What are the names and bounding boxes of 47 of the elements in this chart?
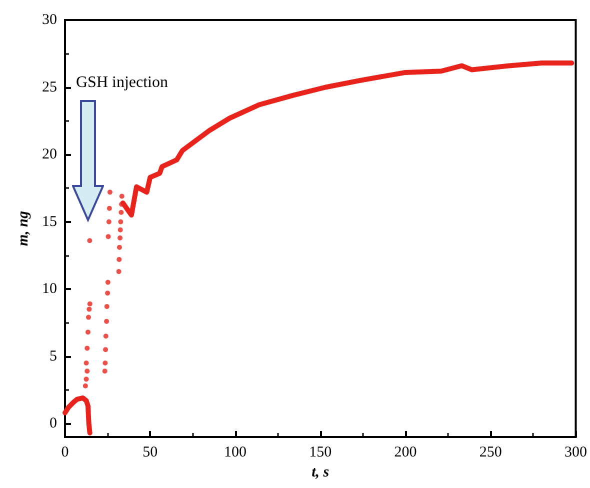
point xyxy=(117,235,122,240)
point xyxy=(84,376,89,382)
x-tick-label: 0 xyxy=(61,444,69,460)
point xyxy=(119,194,124,199)
annotation: GSH injection xyxy=(76,74,168,92)
point xyxy=(116,269,122,274)
point xyxy=(105,290,110,296)
x-tick-label: 200 xyxy=(394,444,417,460)
y-tick-label: 15 xyxy=(42,214,57,230)
point xyxy=(103,347,108,352)
y-tick-label: 5 xyxy=(50,348,57,364)
point xyxy=(105,280,110,285)
point xyxy=(107,190,112,195)
y-tick-label: 20 xyxy=(42,146,57,163)
y-tick-label: 10 xyxy=(42,281,57,298)
point xyxy=(84,360,89,366)
y-axis-title: m, ng xyxy=(16,210,32,246)
point xyxy=(106,219,112,224)
point xyxy=(104,318,110,324)
point xyxy=(87,238,92,244)
x-tick-label: 100 xyxy=(224,444,246,460)
y-tick-label: 0 xyxy=(50,416,57,432)
point xyxy=(116,256,122,262)
point xyxy=(86,306,92,312)
point xyxy=(86,314,91,320)
point xyxy=(118,219,124,224)
x-tick-label: 50 xyxy=(142,444,158,460)
point xyxy=(106,206,112,211)
point xyxy=(84,346,90,351)
y-tick-label: 25 xyxy=(42,79,57,96)
point xyxy=(103,334,108,339)
point xyxy=(87,301,92,306)
point xyxy=(102,360,108,366)
point xyxy=(82,383,88,388)
x-tick-label: 250 xyxy=(479,444,502,460)
x-tick-label: 300 xyxy=(564,444,587,460)
point xyxy=(118,210,124,215)
point xyxy=(104,304,110,310)
point xyxy=(106,234,111,240)
x-tick-label: 150 xyxy=(309,444,332,460)
point xyxy=(118,227,123,232)
point xyxy=(85,330,90,335)
point xyxy=(116,244,122,250)
y-tick-label: 30 xyxy=(42,12,57,28)
x-axis-title: t, s xyxy=(312,464,330,480)
point xyxy=(84,368,90,374)
point xyxy=(102,368,108,374)
